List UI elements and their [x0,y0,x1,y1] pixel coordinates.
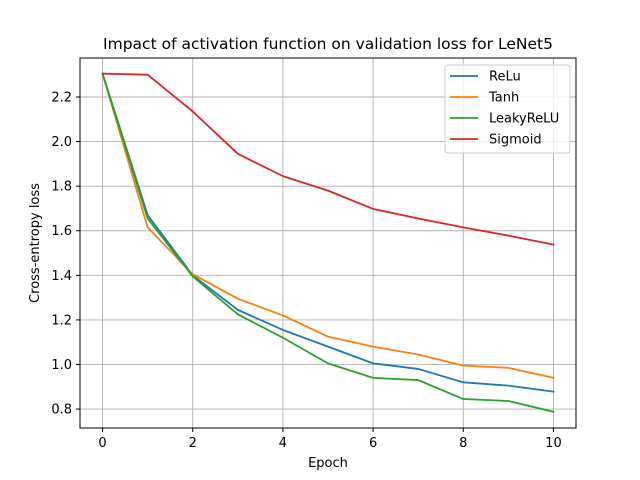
legend-label-tanh: Tanh [488,91,519,106]
x-tick-label: 8 [459,436,467,451]
y-tick-label: 1.2 [51,313,72,328]
series-line-sigmoid [101,72,555,246]
y-tick-label: 2.2 [51,91,72,106]
y-tick-label: 1.0 [51,358,72,373]
y-axis-label: Cross-entropy loss [28,183,43,303]
x-tick-label: 10 [545,436,562,451]
y-tick-label: 1.4 [51,269,72,284]
plot-frame [79,57,577,429]
y-tick-label: 1.6 [51,224,72,239]
series-line-tanh [101,72,555,379]
legend-label-sigmoid: Sigmoid [489,133,542,148]
legend-label-leakyrelu: LeakyReLU [489,112,559,127]
series-line-relu [101,72,555,393]
x-tick-label: 6 [369,436,377,451]
x-tick-label: 2 [189,436,197,451]
legend-label-relu: ReLu [489,70,521,85]
x-axis-label: Epoch [308,456,348,471]
series-line-leakyrelu [101,72,555,413]
legend: ReLu Tanh LeakyReLU Sigmoid [444,64,571,154]
series-lines [101,72,555,413]
y-tick-label: 2.0 [51,135,72,150]
legend-box [444,64,571,154]
y-tick-label: 0.8 [51,403,72,418]
x-tick-label: 4 [279,436,287,451]
x-tick-label: 0 [98,436,106,451]
x-axis-ticks: 0 2 4 6 8 10 [98,428,562,451]
y-tick-label: 1.8 [51,180,72,195]
y-axis-ticks: 0.8 1.0 1.2 1.4 1.6 1.8 2.0 2.2 [51,91,80,418]
chart-title: Impact of activation function on validat… [103,35,553,53]
